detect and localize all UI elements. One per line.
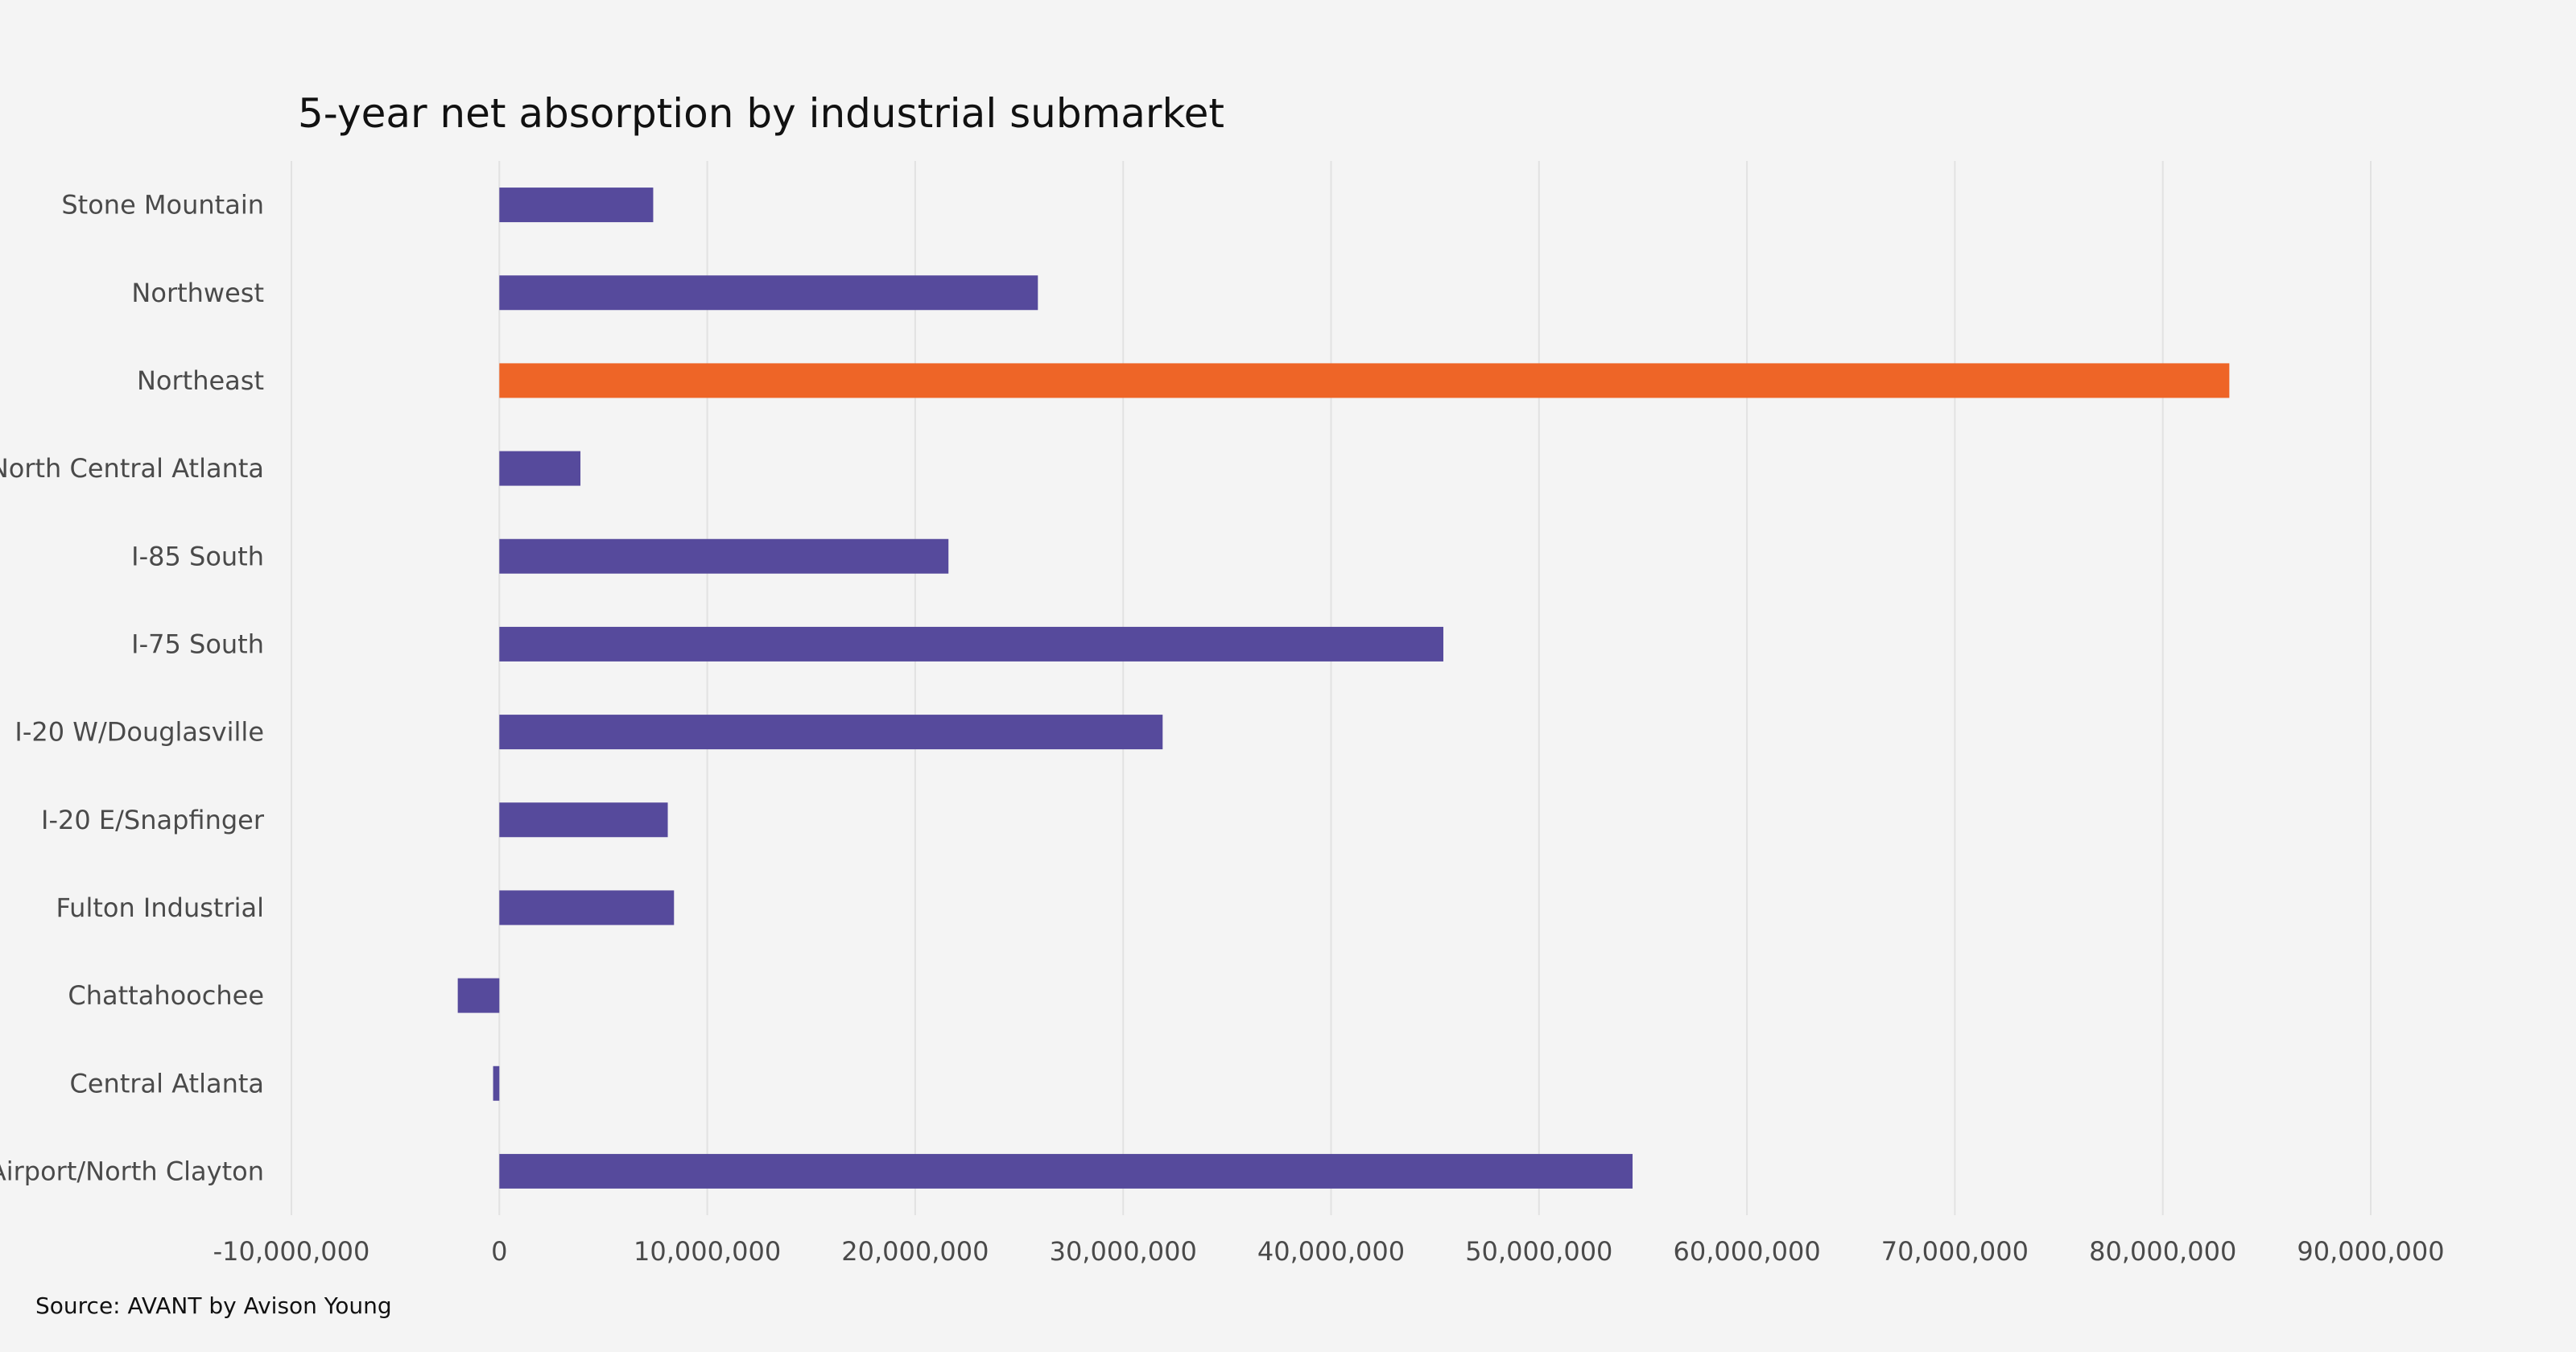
x-tick-label: 10,000,000 bbox=[634, 1236, 781, 1267]
x-tick-label: 30,000,000 bbox=[1050, 1236, 1197, 1267]
category-label: I-75 South bbox=[131, 629, 264, 659]
bar-stone-mountain bbox=[499, 188, 654, 223]
category-label: Northeast bbox=[137, 365, 264, 396]
category-label: Fulton Industrial bbox=[56, 892, 264, 923]
x-tick-label: 20,000,000 bbox=[841, 1236, 989, 1267]
source-note: Source: AVANT by Avison Young bbox=[35, 1292, 392, 1319]
x-tick-label: 90,000,000 bbox=[2297, 1236, 2444, 1267]
x-tick-label: 0 bbox=[491, 1236, 507, 1267]
bar-i-20-e-snapfinger bbox=[499, 802, 668, 838]
bar-i-75-south bbox=[499, 626, 1443, 662]
x-tick-label: 80,000,000 bbox=[2089, 1236, 2236, 1267]
bar-airport-north-clayton bbox=[499, 1153, 1633, 1189]
category-labels: Stone Mountain Northwest Northeast North Ce… bbox=[0, 190, 265, 1187]
bars bbox=[457, 188, 2230, 1189]
category-label: Central Atlanta bbox=[70, 1068, 265, 1098]
category-label: Northwest bbox=[131, 278, 264, 308]
bar-i-20-w-douglasville bbox=[499, 715, 1163, 750]
x-tick-label: 40,000,000 bbox=[1257, 1236, 1405, 1267]
x-tick-label: 60,000,000 bbox=[1673, 1236, 1820, 1267]
category-label: Airport/North Clayton bbox=[0, 1156, 264, 1186]
category-label: Chattahoochee bbox=[68, 980, 264, 1011]
x-tick-label: -10,000,000 bbox=[213, 1236, 370, 1267]
x-axis-tick-labels: -10,000,000 0 10,000,000 20,000,000 30,000,0… bbox=[213, 1236, 2445, 1267]
chart-title: 5-year net absorption by industrial subm… bbox=[298, 90, 1224, 137]
bar-i-85-south bbox=[499, 538, 949, 574]
x-tick-label: 50,000,000 bbox=[1465, 1236, 1612, 1267]
bar-northwest bbox=[499, 275, 1038, 311]
category-label: I-20 W/Douglasville bbox=[14, 717, 264, 748]
category-label: North Central Atlanta bbox=[0, 453, 264, 484]
category-label: I-85 South bbox=[131, 541, 264, 571]
bar-central-atlanta bbox=[493, 1066, 500, 1101]
bar-north-central-atlanta bbox=[499, 451, 581, 486]
category-label: Stone Mountain bbox=[61, 190, 264, 221]
bar-northeast bbox=[499, 363, 2230, 398]
bar-fulton-industrial bbox=[499, 890, 675, 925]
bar-chattahoochee bbox=[457, 978, 500, 1013]
gridlines bbox=[291, 161, 2372, 1215]
category-label: I-20 E/Snapfinger bbox=[41, 805, 265, 835]
x-tick-label: 70,000,000 bbox=[1881, 1236, 2029, 1267]
